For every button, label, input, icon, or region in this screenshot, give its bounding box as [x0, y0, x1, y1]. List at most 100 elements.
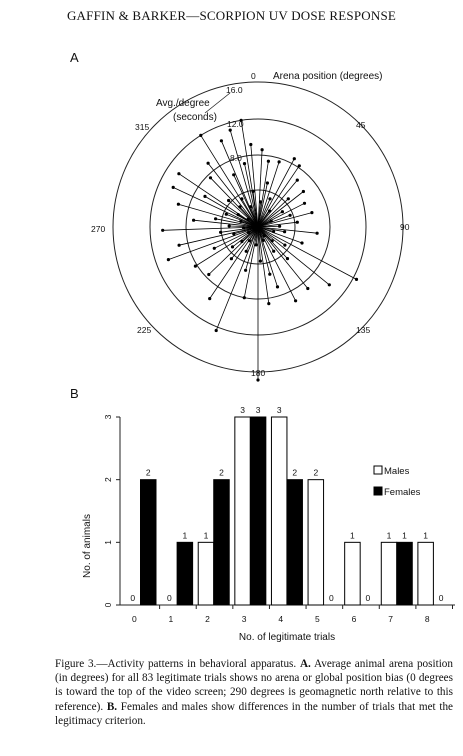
female-value-label: 1: [402, 530, 407, 540]
polar-point: [277, 160, 281, 164]
polar-point: [177, 172, 181, 176]
polar-line: [239, 206, 259, 228]
polar-point: [214, 328, 218, 333]
legend-swatch-females: [373, 486, 383, 496]
polar-line: [244, 163, 259, 228]
male-bar: [417, 541, 434, 606]
polar-data-lines: [162, 120, 357, 380]
polar-point: [266, 159, 270, 163]
x-tick-label: 2: [205, 614, 210, 624]
arena-position-label: Arena position (degrees): [273, 71, 383, 82]
polar-point: [300, 241, 304, 245]
polar-line: [257, 226, 303, 244]
female-value-label: 2: [219, 468, 224, 478]
female-value-label: 3: [256, 405, 261, 415]
polar-point: [258, 259, 262, 263]
female-bar: [213, 479, 230, 606]
polar-point: [327, 283, 331, 287]
polar-point: [285, 257, 290, 261]
polar-line: [248, 226, 259, 233]
radius-label-line2: (seconds): [173, 112, 217, 123]
polar-point: [208, 176, 213, 180]
angle-label-270: 270: [91, 224, 105, 234]
polar-line: [257, 226, 278, 288]
polar-line: [237, 214, 259, 228]
male-value-label: 3: [240, 405, 245, 415]
polar-line: [255, 226, 259, 245]
polar-point: [240, 197, 244, 201]
polar-point: [239, 118, 243, 122]
polar-line: [243, 226, 259, 229]
polar-line: [257, 226, 273, 242]
polar-line: [221, 140, 259, 228]
polar-line: [179, 226, 259, 246]
panel-a-letter: A: [70, 50, 79, 65]
radial-tick-labels: 16.0 12.0 8.0: [226, 85, 244, 163]
polar-line: [257, 226, 309, 289]
polar-point: [354, 277, 359, 281]
polar-point: [232, 173, 236, 177]
polar-line: [245, 226, 259, 252]
y-tick-label: 0: [103, 602, 113, 607]
polar-line: [257, 161, 280, 228]
polar-line: [257, 211, 283, 228]
polar-point: [261, 238, 265, 242]
bar-y-tick-labels: 0 1 2 3: [103, 414, 113, 607]
bar-x-tick-labels: 0 1 2 3 4 5 6 7 8: [132, 614, 430, 624]
polar-point: [268, 272, 272, 276]
angle-label-90: 90: [400, 222, 410, 232]
polar-point: [244, 249, 248, 253]
polar-point: [219, 230, 223, 234]
polar-line: [257, 158, 295, 228]
polar-point: [176, 202, 180, 206]
polar-point: [166, 258, 170, 262]
caption-intro: Figure 3.—Activity patterns in behaviora…: [55, 658, 300, 670]
polar-point: [232, 232, 236, 236]
radius-label-line1: Avg./degree: [156, 98, 210, 109]
polar-point: [212, 246, 216, 250]
polar-line: [240, 221, 259, 228]
polar-point: [275, 285, 280, 289]
radial-tick-16: 16.0: [226, 85, 243, 95]
male-bar: [344, 541, 361, 606]
polar-point: [239, 219, 243, 223]
polar-line: [250, 206, 259, 228]
polar-point: [208, 297, 212, 301]
polar-line: [257, 226, 286, 246]
x-tick-label: 5: [315, 614, 320, 624]
polar-line: [257, 149, 263, 228]
polar-point: [249, 205, 253, 209]
polar-point: [259, 200, 263, 204]
polar-line: [257, 226, 318, 234]
male-value-label: 0: [130, 593, 135, 603]
polar-line: [214, 226, 259, 249]
male-value-label: 0: [167, 593, 172, 603]
polar-line: [257, 226, 271, 275]
polar-point: [280, 210, 284, 214]
male-bar: [197, 541, 215, 606]
y-tick-label: 3: [103, 414, 113, 419]
panel-b-letter: B: [70, 386, 79, 401]
x-tick-label: 6: [352, 614, 357, 624]
caption-a-label: A.: [299, 658, 311, 670]
female-value-label: 1: [182, 530, 187, 540]
bar-marks: [140, 416, 434, 606]
polar-point: [272, 229, 276, 234]
polar-point: [251, 189, 255, 193]
male-value-label: 2: [313, 468, 318, 478]
x-tick-label: 3: [242, 614, 247, 624]
x-tick-label: 4: [278, 614, 283, 624]
polar-point: [224, 212, 228, 216]
polar-point: [302, 201, 307, 205]
polar-data-points: [161, 118, 359, 382]
polar-point: [306, 286, 310, 291]
polar-point: [242, 226, 246, 230]
polar-point: [270, 239, 274, 243]
male-value-label: 1: [204, 530, 209, 540]
polar-point: [214, 217, 218, 221]
polar-line: [257, 226, 357, 280]
polar-point: [254, 243, 258, 247]
polar-line: [257, 201, 261, 228]
polar-line: [257, 212, 313, 228]
